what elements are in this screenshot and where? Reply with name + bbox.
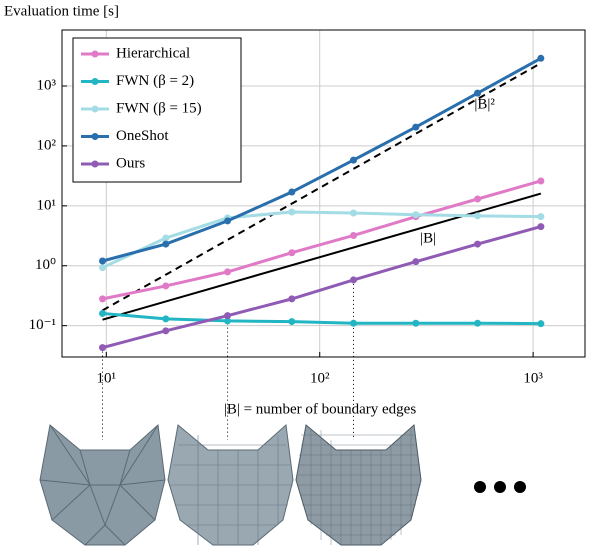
point: [537, 223, 544, 230]
point: [162, 282, 169, 289]
x-axis-title: |B| = number of boundary edges: [224, 401, 417, 417]
x-tick-label: 10³: [523, 370, 543, 386]
legend-marker: [92, 51, 99, 58]
point: [412, 124, 419, 131]
point: [288, 318, 295, 325]
point: [99, 310, 106, 317]
point: [537, 177, 544, 184]
point: [162, 241, 169, 248]
point: [224, 312, 231, 319]
legend-marker: [92, 161, 99, 168]
point: [537, 55, 544, 62]
legend-label: OneShot: [116, 128, 169, 144]
point: [99, 258, 106, 265]
y-tick-label: 10¹: [37, 197, 57, 213]
legend-marker: [92, 133, 99, 140]
point: [474, 212, 481, 219]
point: [288, 295, 295, 302]
legend-label: Hierarchical: [116, 45, 190, 61]
chart: Evaluation time [s] |B| = number of boun…: [0, 0, 590, 548]
point: [474, 320, 481, 327]
point: [412, 320, 419, 327]
point: [412, 258, 419, 265]
legend-label: Ours: [116, 155, 145, 171]
point: [350, 276, 357, 283]
legend-marker: [92, 78, 99, 85]
point: [350, 232, 357, 239]
point: [224, 268, 231, 275]
x-tick-label: 10¹: [97, 370, 117, 386]
y-axis-title: Evaluation time [s]: [4, 3, 119, 19]
point: [412, 211, 419, 218]
point: [350, 157, 357, 164]
y-tick-label: 10²: [37, 137, 57, 153]
y-tick-label: 10³: [37, 77, 57, 93]
point: [288, 208, 295, 215]
mesh-fine: [296, 425, 421, 545]
point: [288, 249, 295, 256]
mesh-images: [40, 425, 526, 545]
point: [162, 235, 169, 242]
point: [288, 189, 295, 196]
reference-label: |B|: [420, 230, 436, 246]
y-tick-label: 10⁻¹: [29, 317, 56, 333]
point: [162, 327, 169, 334]
point: [162, 315, 169, 322]
point: [99, 264, 106, 271]
point: [537, 213, 544, 220]
legend-label: FWN (β = 2): [116, 73, 194, 89]
y-tick-label: 10⁰: [35, 257, 56, 273]
point: [350, 320, 357, 327]
point: [537, 320, 544, 327]
x-tick-label: 10²: [310, 370, 330, 386]
point: [474, 196, 481, 203]
mesh-coarse: [40, 425, 165, 545]
point: [474, 90, 481, 97]
point: [474, 241, 481, 248]
point: [350, 209, 357, 216]
point: [99, 295, 106, 302]
mesh-medium: [168, 425, 293, 545]
point: [99, 344, 106, 351]
legend-label: FWN (β = 15): [116, 100, 202, 116]
reference-label: |B|²: [474, 97, 495, 113]
legend-marker: [92, 106, 99, 113]
point: [224, 217, 231, 224]
